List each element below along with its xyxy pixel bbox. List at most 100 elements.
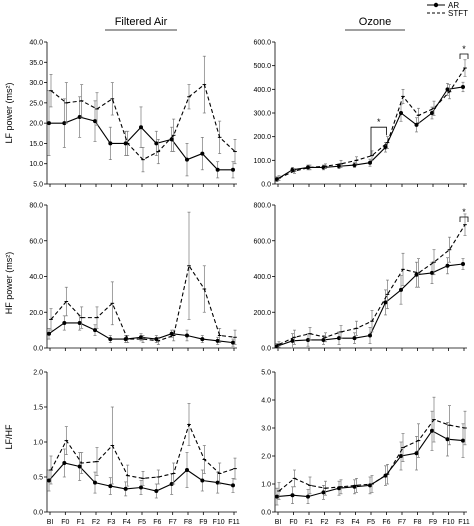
- data-point: [123, 486, 128, 491]
- data-point: [77, 115, 82, 120]
- x-tick-label: F6: [153, 519, 161, 526]
- y-tick-label: 25.0: [29, 100, 43, 107]
- data-point: [123, 141, 128, 146]
- y-tick-label: 3.0: [261, 426, 271, 433]
- y-tick-label: 400.0: [253, 274, 271, 281]
- y-tick-label: 35.0: [29, 60, 43, 67]
- panel-2: 0.0 20.0 40.0 60.0 80.0: [29, 203, 237, 353]
- series-stft: [49, 55, 237, 173]
- y-tick-label: 30.0: [29, 80, 43, 87]
- y-tick-label: 20.0: [29, 310, 43, 317]
- x-tick-label: F3: [107, 519, 115, 526]
- data-point: [445, 87, 450, 92]
- y-tick-label: 4.0: [261, 398, 271, 405]
- data-point: [154, 489, 159, 493]
- x-tick-label: F5: [138, 519, 146, 526]
- series-stft: [277, 59, 467, 181]
- x-tick-label: F11: [458, 519, 470, 526]
- data-point: [215, 167, 220, 172]
- x-tick-label: F1: [305, 519, 313, 526]
- y-tick-label: 20.0: [29, 121, 43, 128]
- data-point: [108, 141, 113, 146]
- significance-star: *: [462, 207, 466, 217]
- x-tick-label: F9: [429, 519, 437, 526]
- x-tick-label: F10: [442, 519, 454, 526]
- data-point: [47, 478, 51, 483]
- data-point: [185, 157, 189, 162]
- significance-bracket: [370, 126, 387, 156]
- significance-bracket: [459, 53, 469, 59]
- data-point: [185, 333, 189, 338]
- data-point: [231, 340, 235, 345]
- y-tick-label: 5.0: [261, 370, 271, 377]
- row-label-hf-power: HF power (ms²): [4, 252, 14, 315]
- data-point: [461, 261, 465, 266]
- data-point: [430, 428, 434, 433]
- legend-ar-label: AR: [448, 1, 459, 10]
- data-point: [139, 485, 143, 490]
- panel-5: 0.0 1.0 2.0 3.0 4.0 5.0 BI F0 F1 F2 F3 F4 F5 F6 F7 F8 F9…: [261, 370, 470, 526]
- y-tick-label: 10.0: [29, 161, 43, 168]
- row-label-lf-power: LF power (ms²): [4, 82, 14, 143]
- x-tick-label: F3: [336, 519, 344, 526]
- x-tick-label: F0: [61, 519, 69, 526]
- x-tick-label: F5: [367, 519, 375, 526]
- significance-star: *: [462, 44, 466, 54]
- data-point: [306, 337, 310, 342]
- y-tick-label: 0.0: [261, 182, 271, 189]
- y-tick-label: 40.0: [29, 274, 43, 281]
- data-point: [337, 336, 341, 341]
- col-title-ozone: Ozone: [359, 16, 391, 28]
- data-point: [430, 270, 434, 275]
- panel-0: 5.0 10.0 15.0 20.0 25.0 30.0 35.0 40.0: [29, 40, 237, 189]
- x-tick-label: F4: [351, 519, 359, 526]
- series-line: [50, 264, 236, 342]
- data-point: [77, 320, 82, 325]
- data-point: [215, 338, 220, 343]
- y-tick-label: 300.0: [253, 111, 271, 118]
- y-tick-label: 0.0: [261, 510, 271, 517]
- y-tick-label: 0.0: [33, 346, 43, 353]
- data-point: [399, 454, 403, 458]
- data-point: [108, 337, 113, 342]
- y-tick-label: 15.0: [29, 141, 43, 148]
- series-line: [278, 67, 466, 179]
- data-point: [414, 122, 419, 127]
- legend-stft-label: STFT: [448, 9, 468, 18]
- x-tick-label: F8: [413, 519, 421, 526]
- data-point: [275, 494, 279, 499]
- series-ar: [275, 410, 465, 506]
- x-tick-label: F9: [199, 519, 207, 526]
- y-tick-label: 0.0: [33, 510, 43, 517]
- y-tick-label: 5.0: [33, 182, 43, 189]
- x-tick-label: F4: [123, 519, 131, 526]
- x-tick-label: F2: [320, 519, 328, 526]
- data-point: [383, 300, 388, 305]
- y-tick-label: 2.0: [33, 370, 43, 377]
- data-point: [93, 480, 97, 485]
- series-ar: [47, 90, 235, 179]
- data-point: [154, 337, 159, 342]
- data-point: [445, 263, 450, 268]
- data-point: [47, 121, 51, 126]
- panel-3: 0.0 200.0 400.0 600.0 800.0 *: [253, 203, 469, 353]
- data-point: [93, 119, 97, 124]
- data-point: [290, 493, 295, 498]
- chart-panels: 5.0 10.0 15.0 20.0 25.0 30.0 35.0 40.0 0.0 100.0 2…: [29, 40, 470, 526]
- y-tick-label: 80.0: [29, 203, 43, 210]
- series-stft: [277, 213, 467, 348]
- data-point: [231, 167, 235, 172]
- data-point: [154, 141, 159, 146]
- series-ar: [47, 448, 235, 499]
- data-point: [399, 287, 403, 292]
- series-stft: [49, 211, 237, 345]
- y-tick-label: 1.0: [261, 482, 271, 489]
- data-point: [200, 478, 205, 483]
- series-stft: [49, 403, 237, 487]
- data-point: [108, 484, 113, 489]
- data-point: [368, 333, 372, 338]
- series-ar: [275, 81, 465, 182]
- data-point: [414, 272, 419, 277]
- data-point: [231, 483, 235, 488]
